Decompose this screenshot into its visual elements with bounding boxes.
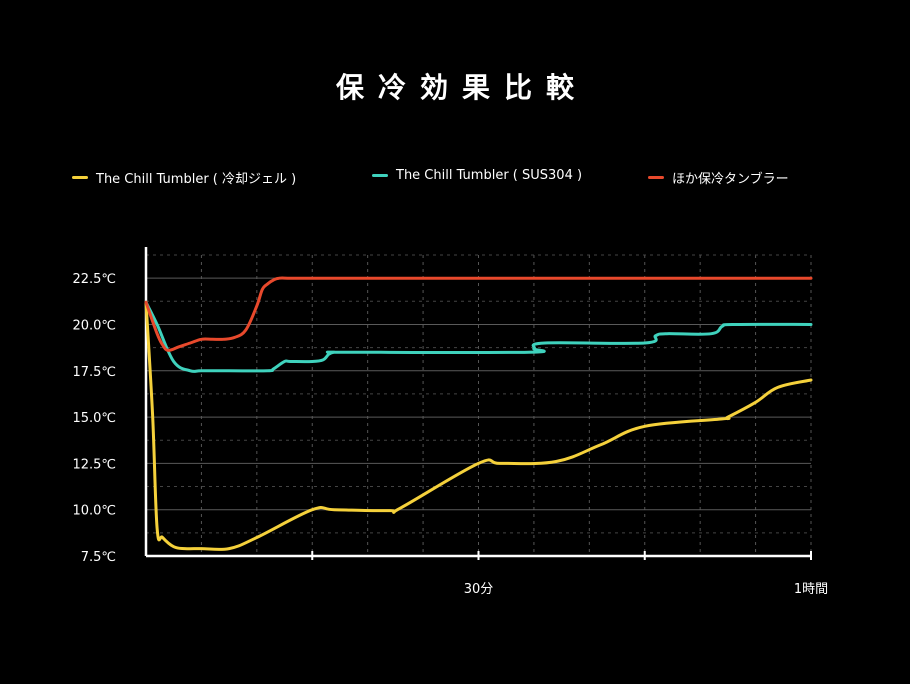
y-tick-label: 12.5℃ bbox=[72, 457, 116, 472]
legend-label: The Chill Tumbler ( SUS304 ) bbox=[396, 168, 583, 183]
series-line-chill-sus304 bbox=[144, 300, 813, 374]
legend-swatch bbox=[648, 176, 664, 179]
y-tick-label: 20.0℃ bbox=[72, 318, 116, 333]
legend: The Chill Tumbler ( 冷却ジェル ) The Chill Tu… bbox=[0, 168, 910, 192]
y-tick-label: 15.0℃ bbox=[72, 411, 116, 426]
legend-label: The Chill Tumbler ( 冷却ジェル ) bbox=[96, 172, 297, 187]
legend-item-chill-gel: The Chill Tumbler ( 冷却ジェル ) bbox=[72, 168, 296, 187]
y-axis-ticks: 7.5℃ 10.0℃ 12.5℃ 15.0℃ 17.5℃ 20.0℃ 22.5℃ bbox=[72, 272, 116, 565]
chart-title: 保冷効果比較 bbox=[335, 71, 588, 104]
legend-label: ほか保冷タンブラー bbox=[672, 172, 789, 187]
legend-item-chill-sus304: The Chill Tumbler ( SUS304 ) bbox=[372, 168, 582, 183]
axes bbox=[144, 247, 812, 560]
grid bbox=[146, 254, 812, 556]
y-tick-label: 7.5℃ bbox=[81, 550, 116, 565]
series-lines bbox=[144, 276, 813, 551]
series-line-chill-gel bbox=[144, 300, 813, 551]
x-axis-ticks: 30分 1時間 bbox=[464, 582, 828, 597]
series-line-other-tumbler bbox=[144, 276, 813, 352]
x-tick-label: 30分 bbox=[464, 582, 494, 597]
y-tick-label: 10.0℃ bbox=[72, 504, 116, 519]
legend-swatch bbox=[72, 176, 88, 179]
y-tick-label: 22.5℃ bbox=[72, 272, 116, 287]
x-tick-label: 1時間 bbox=[794, 582, 828, 597]
legend-item-other-tumbler: ほか保冷タンブラー bbox=[648, 168, 789, 187]
legend-swatch bbox=[372, 174, 388, 177]
y-tick-label: 17.5℃ bbox=[72, 365, 116, 380]
